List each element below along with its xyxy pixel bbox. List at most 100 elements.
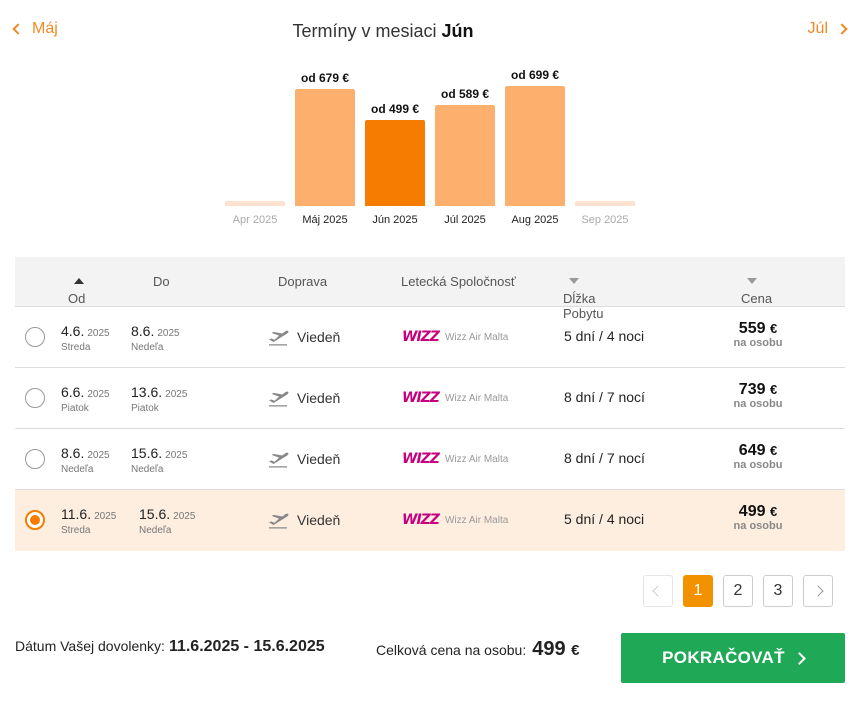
- price-currency: €: [769, 443, 778, 458]
- to-date: 15.6.: [139, 506, 171, 522]
- to-weekday: Nedeľa: [139, 525, 172, 536]
- row-radio[interactable]: [25, 388, 45, 408]
- row-airline: WIZZ Wizz Air Malta: [402, 512, 508, 528]
- to-date: 13.6.: [131, 384, 163, 400]
- col-stay-header[interactable]: Dĺžka Pobytu: [563, 274, 603, 321]
- col-to-header: Do: [153, 274, 170, 289]
- chart-bar[interactable]: [435, 105, 495, 206]
- title-month: Jún: [441, 21, 474, 41]
- col-transport-header: Doprava: [278, 274, 328, 289]
- price-currency: €: [769, 504, 778, 519]
- sort-icon: [569, 278, 579, 284]
- from-weekday: Streda: [61, 525, 91, 536]
- departure-plane-icon: [268, 452, 289, 468]
- from-weekday: Piatok: [61, 403, 89, 414]
- col-airline-header: Letecká Spoločnosť: [401, 274, 516, 289]
- to-year: 2025: [173, 511, 196, 522]
- row-from-date: 6.6. 2025 Piatok: [61, 384, 110, 414]
- prev-page-button[interactable]: [643, 575, 673, 607]
- price-currency: €: [769, 321, 778, 336]
- table-row[interactable]: 11.6. 2025 Streda 15.6. 2025 Nedeľa Viedeň WIZZ…: [15, 490, 845, 551]
- pagination: 1 2 3: [643, 575, 833, 607]
- table-body: 4.6. 2025 Streda 8.6. 2025 Nedeľa Viedeň WIZZ Wi…: [15, 307, 845, 551]
- row-price: 559 € na osobu: [708, 320, 808, 349]
- table-row[interactable]: 4.6. 2025 Streda 8.6. 2025 Nedeľa Viedeň WIZZ Wi…: [15, 307, 845, 368]
- next-page-button[interactable]: [803, 575, 833, 607]
- total-price: Celková cena na osobu: 499 €: [376, 638, 580, 661]
- col-from-header[interactable]: Od: [68, 274, 85, 306]
- stay-nights: 7 nocí: [606, 389, 645, 405]
- row-radio[interactable]: [25, 449, 45, 469]
- wizz-air-logo: WIZZ: [402, 329, 440, 345]
- departure-city: Viedeň: [297, 451, 341, 467]
- stay-days: 5 dní: [564, 328, 596, 344]
- airline-name: Wizz Air Malta: [444, 514, 509, 526]
- row-transport: Viedeň: [267, 511, 340, 529]
- chevron-right-icon: [812, 585, 824, 597]
- row-radio[interactable]: [25, 327, 45, 347]
- chart-bar[interactable]: [365, 120, 425, 206]
- page-2-button[interactable]: 2: [723, 575, 753, 607]
- col-price-header[interactable]: Cena: [741, 274, 772, 306]
- to-weekday: Piatok: [131, 403, 159, 414]
- chart-bar-price: od 699 €: [510, 68, 560, 82]
- row-to-date: 13.6. 2025 Piatok: [131, 384, 187, 414]
- chart-bar-price: od 679 €: [300, 71, 350, 85]
- row-to-date: 15.6. 2025 Nedeľa: [139, 506, 195, 536]
- sort-icon: [747, 278, 757, 284]
- chart-bar-label: Júl 2025: [444, 214, 486, 226]
- chevron-right-icon: [836, 23, 848, 35]
- chart-bar-label: Apr 2025: [232, 214, 278, 226]
- table-row[interactable]: 6.6. 2025 Piatok 13.6. 2025 Piatok Viedeň WIZZ W…: [15, 368, 845, 429]
- holiday-date-value: 11.6.2025 - 15.6.2025: [168, 638, 325, 655]
- stay-days: 8 dní: [564, 450, 596, 466]
- from-year: 2025: [87, 328, 110, 339]
- stay-days: 8 dní: [564, 389, 596, 405]
- from-weekday: Streda: [61, 342, 91, 353]
- page-3-button[interactable]: 3: [763, 575, 793, 607]
- to-weekday: Nedeľa: [131, 342, 164, 353]
- stay-nights: 7 nocí: [606, 450, 645, 466]
- stay-nights: 4 noci: [606, 511, 645, 527]
- holiday-date-label: Dátum Vašej dovolenky:: [15, 638, 165, 654]
- chart-bar-label: Jún 2025: [372, 214, 418, 226]
- table-row[interactable]: 8.6. 2025 Nedeľa 15.6. 2025 Nedeľa Viedeň WIZZ W…: [15, 429, 845, 490]
- row-price: 649 € na osobu: [708, 442, 808, 471]
- departure-plane-icon: [268, 513, 289, 529]
- row-airline: WIZZ Wizz Air Malta: [402, 390, 508, 406]
- stay-days: 5 dní: [564, 511, 596, 527]
- col-price-label: Cena: [741, 291, 773, 306]
- continue-label: POKRAČOVAŤ: [662, 648, 785, 667]
- price-per-person: na osobu: [733, 337, 783, 349]
- departure-city: Viedeň: [297, 390, 341, 406]
- page-title: Termíny v mesiaci Jún: [0, 21, 766, 42]
- total-price-label: Celková cena na osobu:: [376, 642, 527, 658]
- month-price-chart: Apr 2025 od 679 € Máj 2025 od 499 € Jún 2025…: [224, 60, 636, 230]
- row-stay: 5 dní / 4 noci: [564, 511, 645, 527]
- total-price-value: 499: [532, 638, 566, 660]
- chart-bar[interactable]: [505, 86, 565, 206]
- row-from-date: 8.6. 2025 Nedeľa: [61, 445, 110, 475]
- row-price: 499 € na osobu: [708, 503, 808, 532]
- price-value: 559: [738, 320, 766, 337]
- airline-name: Wizz Air Malta: [444, 331, 509, 343]
- chart-bar[interactable]: [295, 89, 355, 206]
- dates-table: Od Do Doprava Letecká Spoločnosť Dĺžka P…: [15, 257, 845, 551]
- page-1-button[interactable]: 1: [683, 575, 713, 607]
- to-year: 2025: [165, 450, 188, 461]
- price-per-person: na osobu: [733, 459, 783, 471]
- row-radio[interactable]: [25, 510, 45, 530]
- prev-month-link[interactable]: Máj: [12, 20, 58, 38]
- chevron-left-icon: [652, 585, 664, 597]
- price-per-person: na osobu: [733, 520, 783, 532]
- continue-button[interactable]: POKRAČOVAŤ: [621, 633, 845, 683]
- next-month-link[interactable]: Júl: [807, 20, 848, 38]
- chart-bar: [575, 201, 635, 206]
- col-from-label: Od: [68, 291, 86, 306]
- row-stay: 5 dní / 4 noci: [564, 328, 645, 344]
- next-month-label: Júl: [807, 20, 828, 37]
- price-per-person: na osobu: [733, 398, 783, 410]
- col-stay-label: Dĺžka Pobytu: [563, 291, 604, 321]
- from-weekday: Nedeľa: [61, 464, 94, 475]
- from-date: 11.6.: [61, 506, 92, 522]
